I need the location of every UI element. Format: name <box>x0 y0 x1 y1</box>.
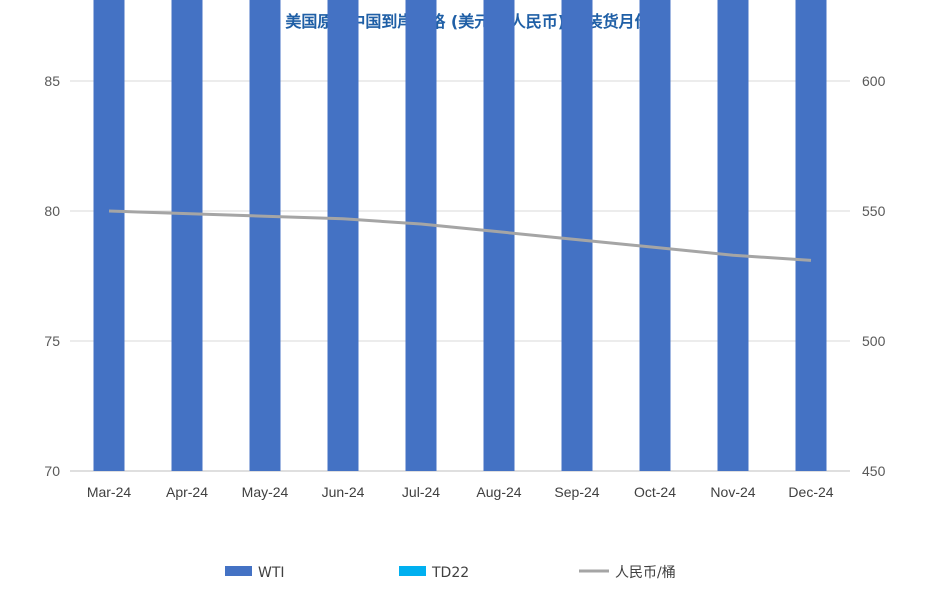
left-axis-tick-label: 75 <box>44 333 60 349</box>
left-axis-tick-label: 80 <box>44 203 60 219</box>
bar-wti <box>93 0 125 471</box>
x-axis-tick-label: Jun-24 <box>322 484 365 500</box>
left-axis-tick-label: 85 <box>44 73 60 89</box>
bar-wti <box>405 0 437 471</box>
legend-swatch-td22 <box>399 566 426 576</box>
x-axis-tick-label: May-24 <box>242 484 289 500</box>
x-axis-tick-label: Sep-24 <box>554 484 599 500</box>
bar-wti <box>483 0 515 471</box>
right-axis-tick-label: 600 <box>862 73 886 89</box>
x-axis-tick-label: Oct-24 <box>634 484 676 500</box>
bar-wti <box>795 0 827 471</box>
bar-wti <box>249 0 281 471</box>
bar-wti <box>639 0 671 471</box>
legend-swatch-wti <box>225 566 252 576</box>
line-layer <box>108 209 812 262</box>
bar-wti <box>717 0 749 471</box>
left-axis-tick-label: 70 <box>44 463 60 479</box>
right-axis-tick-label: 550 <box>862 203 886 219</box>
x-axis-tick-label: Dec-24 <box>788 484 833 500</box>
x-axis-tick-label: Aug-24 <box>476 484 521 500</box>
legend: WTI TD22 人民币/桶 <box>225 565 676 581</box>
bar-wti <box>561 0 593 471</box>
x-axis-tick-label: Jul-24 <box>402 484 440 500</box>
right-axis-tick-label: 450 <box>862 463 886 479</box>
chart-title: 美国原油中国到岸价格 (美元& 人民币) 按装货月份 <box>285 12 651 31</box>
x-axis-tick-label: Mar-24 <box>87 484 132 500</box>
bar-layer <box>93 0 827 471</box>
x-axis-tick-label: Apr-24 <box>166 484 208 500</box>
series-line-rmb <box>108 209 812 262</box>
axis-layer: 70 75 80 85 450 500 550 600 Mar-24 Apr-24 May-24 Ju… <box>44 73 885 500</box>
bar-wti <box>171 0 203 471</box>
right-axis-tick-label: 500 <box>862 333 886 349</box>
x-axis-tick-label: Nov-24 <box>710 484 755 500</box>
bar-wti <box>327 0 359 471</box>
legend-label: WTI <box>258 565 285 581</box>
legend-label: TD22 <box>431 565 469 581</box>
legend-label: 人民币/桶 <box>615 565 676 581</box>
